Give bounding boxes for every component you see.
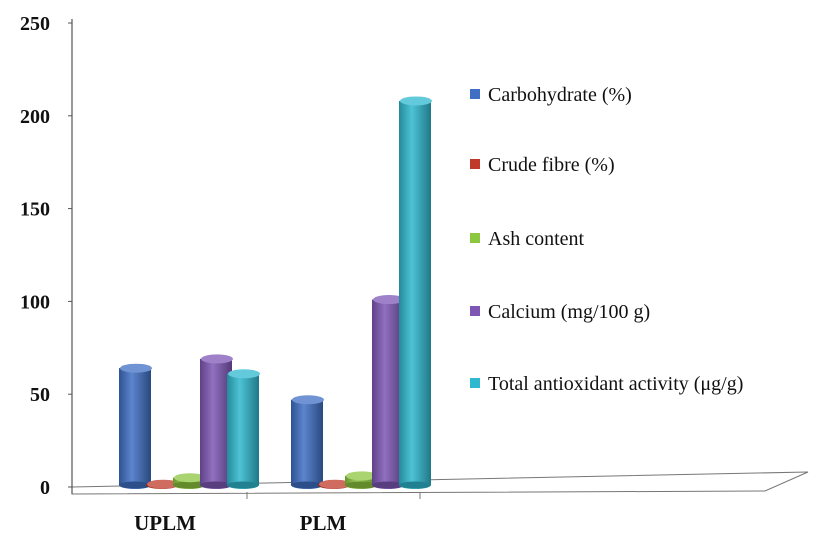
bar-plm-2 — [345, 471, 378, 489]
bar-plm-1 — [318, 479, 351, 489]
bars — [119, 96, 432, 490]
legend-label: Ash content — [488, 228, 585, 250]
category-label: UPLM — [134, 511, 196, 533]
bar-plm-3 — [372, 295, 405, 489]
legend-item: Total antioxidant activity (μg/g) — [470, 373, 743, 395]
legend-swatch — [470, 159, 480, 169]
legend-label: Carbohydrate (%) — [488, 84, 632, 106]
y-tick-labels: 0 50 100 150 200 250 — [20, 13, 72, 499]
legend-label: Total antioxidant activity (μg/g) — [488, 373, 743, 395]
y-tick-label: 0 — [40, 477, 50, 499]
y-tick-label: 150 — [20, 199, 50, 221]
category-label: PLM — [300, 511, 347, 533]
bar-uplm-2 — [173, 473, 206, 489]
legend-item: Ash content — [470, 228, 585, 250]
legend-swatch — [470, 306, 480, 316]
bar-plm-4 — [399, 96, 432, 490]
y-tick-label: 250 — [20, 13, 50, 35]
y-tick-label: 200 — [20, 106, 50, 128]
bar-uplm-4 — [227, 369, 260, 489]
legend-swatch — [470, 89, 480, 99]
y-tick-label: 100 — [20, 291, 50, 313]
bar-uplm-0 — [119, 363, 152, 489]
category-labels: UPLM PLM — [134, 511, 346, 533]
bar-uplm-1 — [146, 479, 179, 489]
legend-label: Calcium (mg/100 g) — [488, 301, 650, 323]
bar-uplm-3 — [200, 354, 233, 489]
legend-swatch — [470, 378, 480, 388]
legend-item: Crude fibre (%) — [470, 154, 615, 176]
y-tick-label: 50 — [30, 384, 50, 406]
y-axis — [71, 19, 421, 499]
legend: Carbohydrate (%) Crude fibre (%) Ash conte… — [470, 84, 743, 395]
legend-item: Carbohydrate (%) — [470, 84, 632, 106]
legend-swatch — [470, 233, 480, 243]
legend-label: Crude fibre (%) — [488, 154, 615, 176]
legend-item: Calcium (mg/100 g) — [470, 301, 650, 323]
bar-plm-0 — [291, 395, 324, 489]
